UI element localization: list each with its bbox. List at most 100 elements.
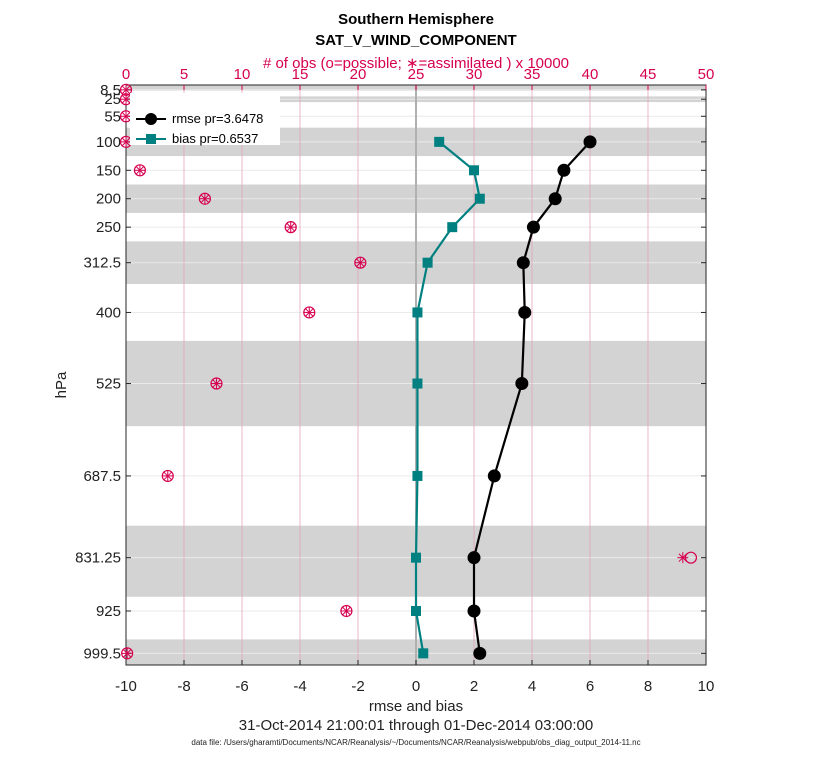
bottom-tick-label: 2: [470, 678, 478, 695]
level-label: 55: [104, 108, 121, 125]
level-label: 25: [104, 91, 121, 108]
asterisk-stroke: [121, 112, 131, 121]
level-label: 8.5: [100, 82, 121, 99]
top-tick-label: 10: [234, 66, 251, 83]
top-tick-label: 35: [524, 66, 541, 83]
rmse-point: [548, 192, 562, 206]
top-tick-label: 40: [582, 66, 599, 83]
bias-point: [411, 552, 421, 563]
level-label: 400: [96, 304, 121, 321]
top-tick-label: 50: [698, 66, 715, 83]
asterisk-stroke: [121, 94, 131, 104]
bias-point: [418, 648, 429, 659]
bottom-tick-label: 8: [644, 678, 652, 695]
level-label: 925: [96, 603, 121, 620]
asterisk-stroke: [305, 308, 314, 317]
level-label: 250: [96, 219, 121, 236]
bottom-tick-label: -6: [235, 678, 248, 695]
asterisk-stroke: [121, 85, 131, 95]
top-tick-label: 30: [466, 66, 483, 83]
rmse-point: [518, 305, 532, 319]
level-label: 312.5: [83, 255, 121, 272]
rmse-point: [583, 135, 597, 149]
rmse-point: [557, 163, 571, 177]
bottom-axis-ticks: -10 -8 -6 -4 -2 0 2 4 6 8 10: [115, 660, 714, 695]
obs-assimilated-marker: [210, 378, 222, 390]
top-tick-label: 0: [122, 66, 130, 83]
asterisk-stroke: [163, 471, 173, 481]
bias-point: [412, 470, 423, 481]
obs-assimilated-marker: [162, 470, 174, 482]
top-axis-ticks: 0 5 10 15 20 25 30 35 40 45 50: [122, 66, 715, 90]
top-tick-label: 15: [292, 66, 309, 83]
obs-assimilated-marker: [354, 257, 366, 269]
bottom-tick-label: 10: [698, 678, 715, 695]
asterisk-stroke: [286, 222, 295, 232]
obs-assimilated-marker: [677, 552, 689, 564]
obs-assimilated-marker: [303, 306, 315, 318]
data-file-note: data file: /Users/gharamti/Documents/NCA…: [191, 738, 640, 747]
bottom-tick-label: -10: [115, 678, 137, 695]
asterisk-stroke: [121, 137, 131, 147]
series-layer: [411, 135, 597, 660]
rmse-point: [516, 256, 530, 270]
bias-point: [411, 605, 421, 616]
asterisk-stroke: [678, 553, 688, 562]
obs-assimilated-marker: [120, 110, 132, 122]
y-axis-label: hPa: [53, 371, 70, 398]
level-label: 687.5: [83, 468, 121, 485]
asterisk-stroke: [122, 649, 132, 658]
bottom-tick-label: 0: [412, 678, 420, 695]
bias-point: [469, 165, 479, 176]
rmse-point: [467, 551, 481, 565]
date-range: 31-Oct-2014 21:00:01 through 01-Dec-2014…: [239, 717, 593, 734]
bias-point: [412, 378, 423, 389]
bias-point: [422, 257, 433, 268]
legend-rmse-marker: [145, 113, 157, 125]
asterisk-stroke: [342, 606, 351, 616]
bias-point: [412, 307, 423, 318]
top-axis-label: # of obs (o=possible; ∗=assimilated ) x …: [263, 55, 569, 72]
rmse-point: [473, 646, 487, 660]
obs-assimilated-marker: [121, 647, 133, 659]
level-label: 999.5: [83, 645, 121, 662]
asterisk-stroke: [135, 166, 145, 175]
bias-point: [447, 222, 458, 233]
legend-bias-marker: [146, 134, 156, 144]
bias-point: [434, 136, 445, 147]
obs-assimilated-marker: [120, 136, 132, 148]
level-label: 831.25: [75, 550, 121, 567]
top-tick-label: 5: [180, 66, 188, 83]
obs-assimilated-marker: [134, 164, 146, 176]
legend-bias-label: bias pr=0.6537: [172, 131, 258, 146]
asterisk-stroke: [212, 379, 221, 388]
bottom-tick-label: 6: [586, 678, 594, 695]
level-label: 200: [96, 191, 121, 208]
level-label: 100: [96, 134, 121, 151]
chart-subtitle: SAT_V_WIND_COMPONENT: [315, 32, 516, 49]
rmse-point: [515, 377, 529, 391]
legend: rmse pr=3.6478 bias pr=0.6537: [130, 93, 280, 146]
top-tick-label: 45: [640, 66, 657, 83]
obs-assimilated-marker: [120, 93, 132, 105]
rmse-point: [467, 604, 481, 618]
bottom-tick-label: 4: [528, 678, 536, 695]
top-tick-label: 20: [350, 66, 367, 83]
legend-rmse-label: rmse pr=3.6478: [172, 111, 263, 126]
obs-assimilated-marker: [340, 605, 352, 617]
asterisk-stroke: [356, 258, 365, 267]
top-tick-label: 25: [408, 66, 425, 83]
chart-title: Southern Hemisphere: [338, 11, 494, 28]
x-axis-label: rmse and bias: [369, 698, 463, 715]
level-label: 525: [96, 376, 121, 393]
obs-assimilated-marker: [285, 221, 297, 233]
bottom-tick-label: -2: [351, 678, 364, 695]
bias-point: [474, 193, 485, 204]
obs-assimilated-marker: [199, 193, 211, 205]
asterisk-stroke: [200, 194, 210, 203]
level-label: 150: [96, 162, 121, 179]
bottom-tick-label: -4: [293, 678, 306, 695]
